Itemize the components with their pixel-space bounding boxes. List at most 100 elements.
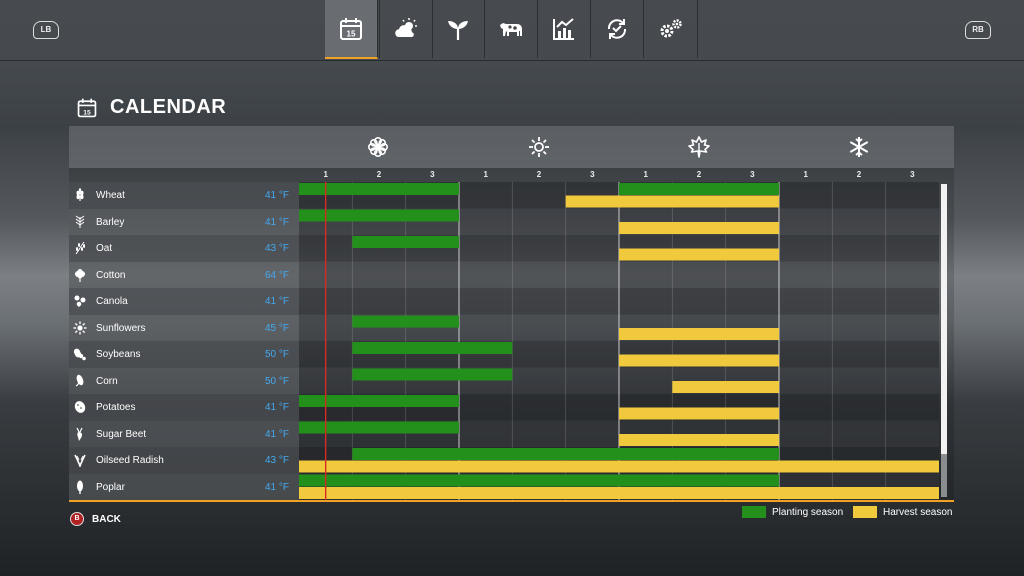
scrollbar-thumb[interactable] (941, 184, 947, 454)
autumn-leaf-icon (688, 136, 710, 158)
crop-row[interactable]: Wheat 41 °F (69, 182, 299, 209)
crop-name: Canola (96, 296, 128, 307)
scrollbar[interactable] (941, 184, 947, 497)
crop-min-temperature: 41 °F (264, 190, 289, 201)
tab-crops[interactable] (432, 0, 485, 58)
settings-gears-icon (660, 19, 682, 38)
sugarbeet-icon (76, 427, 83, 441)
tab-animals[interactable] (485, 0, 538, 58)
b-button-icon: B (70, 512, 84, 526)
planting-bar (352, 342, 513, 354)
page-title: 15 CALENDAR (76, 96, 226, 119)
crop-row[interactable]: Sunflowers 45 °F (69, 314, 299, 341)
period-label: 2 (696, 170, 702, 179)
crop-row[interactable]: Oilseed Radish 43 °F (69, 447, 299, 474)
crop-name: Sugar Beet (96, 428, 147, 440)
period-label: 1 (323, 170, 328, 179)
tab-calendar[interactable]: 15 (325, 0, 378, 59)
crop-name: Poplar (96, 481, 125, 493)
cycle-icon (607, 19, 627, 39)
season-header (69, 126, 954, 168)
crop-name: Barley (96, 216, 125, 228)
crop-row[interactable]: Oat 43 °F (69, 235, 299, 262)
poplar-icon (77, 480, 83, 494)
harvest-bar (619, 248, 779, 261)
period-label: 2 (536, 170, 542, 179)
top-nav-bar: LB 15 (0, 0, 1024, 61)
back-button[interactable]: B BACK (70, 512, 121, 526)
oilseed-radish-icon (74, 454, 86, 467)
rb-button[interactable]: RB (965, 21, 991, 39)
crop-name: Oilseed Radish (96, 455, 164, 466)
crop-min-temperature: 50 °F (264, 349, 289, 360)
tab-statistics[interactable] (538, 0, 591, 58)
harvest-bar (672, 381, 779, 393)
crop-name: Corn (96, 375, 118, 387)
period-header: 1 2 3 1 2 3 1 2 3 1 2 3 (299, 168, 939, 182)
crop-row[interactable]: Potatoes 41 °F (69, 394, 299, 421)
harvest-label: Harvest season (883, 506, 953, 518)
summer-sun-icon (529, 137, 549, 157)
planting-bar (299, 421, 459, 434)
planting-bar (299, 209, 459, 222)
period-label: 3 (750, 170, 755, 179)
crop-min-temperature: 64 °F (264, 269, 289, 281)
harvest-bar (619, 222, 779, 234)
harvest-bar (565, 195, 779, 208)
winter-snowflake-icon (849, 137, 869, 157)
crop-row[interactable]: Sugar Beet 41 °F (69, 420, 299, 447)
planting-label: Planting season (772, 506, 844, 518)
legend-harvest: Harvest season (853, 506, 952, 518)
plant-icon (448, 21, 468, 40)
crop-name: Soybeans (96, 349, 141, 360)
harvest-bar (299, 487, 939, 499)
crop-row[interactable]: Cotton 64 °F (69, 261, 299, 288)
planting-bar (352, 448, 779, 460)
calendar-icon: 15 (77, 98, 97, 117)
tab-weather[interactable] (379, 0, 433, 58)
tab-settings[interactable] (645, 0, 698, 58)
crop-row[interactable]: Poplar 41 °F (69, 473, 299, 500)
calendar-grid (299, 182, 939, 501)
crop-min-temperature: 50 °F (264, 375, 289, 387)
spring-flower-icon (367, 136, 389, 158)
crop-min-temperature: 43 °F (264, 455, 289, 466)
crop-min-temperature: 41 °F (264, 296, 289, 307)
crop-row[interactable]: Canola 41 °F (69, 288, 299, 315)
planting-bar (299, 183, 459, 195)
oat-icon (75, 241, 85, 255)
harvest-bar (619, 407, 779, 420)
planting-bar (299, 395, 459, 407)
weather-icon (395, 18, 417, 37)
crop-name: Potatoes (96, 402, 136, 413)
planting-bar (619, 183, 779, 195)
period-label: 2 (856, 170, 862, 179)
lb-button[interactable]: LB (33, 21, 59, 39)
crop-row[interactable]: Corn 50 °F (69, 367, 299, 394)
barley-icon (75, 215, 85, 228)
harvest-bar (619, 434, 779, 446)
period-label: 3 (910, 170, 915, 179)
planting-bar (299, 474, 779, 487)
crop-row[interactable]: Soybeans 50 °F (69, 341, 299, 368)
sunflower-icon (73, 321, 87, 334)
harvest-bar (619, 328, 779, 340)
period-label: 2 (376, 170, 382, 179)
planting-bar (352, 236, 459, 248)
back-label: BACK (92, 513, 121, 525)
title-icon-day: 15 (83, 109, 91, 116)
crop-row[interactable]: Barley 41 °F (69, 208, 299, 235)
period-label: 1 (483, 170, 488, 179)
crop-min-temperature: 45 °F (264, 322, 289, 334)
period-label: 3 (430, 170, 435, 179)
calendar-icon: 15 (340, 17, 362, 40)
tab-cycle[interactable] (591, 0, 644, 58)
crop-min-temperature: 43 °F (264, 243, 289, 254)
panel-bottom-accent (69, 500, 954, 502)
period-label: 3 (590, 170, 595, 179)
crop-min-temperature: 41 °F (264, 402, 289, 413)
crop-min-temperature: 41 °F (264, 481, 289, 493)
statistics-icon (553, 18, 574, 40)
crop-name: Oat (96, 243, 113, 254)
period-label: 1 (643, 170, 648, 179)
